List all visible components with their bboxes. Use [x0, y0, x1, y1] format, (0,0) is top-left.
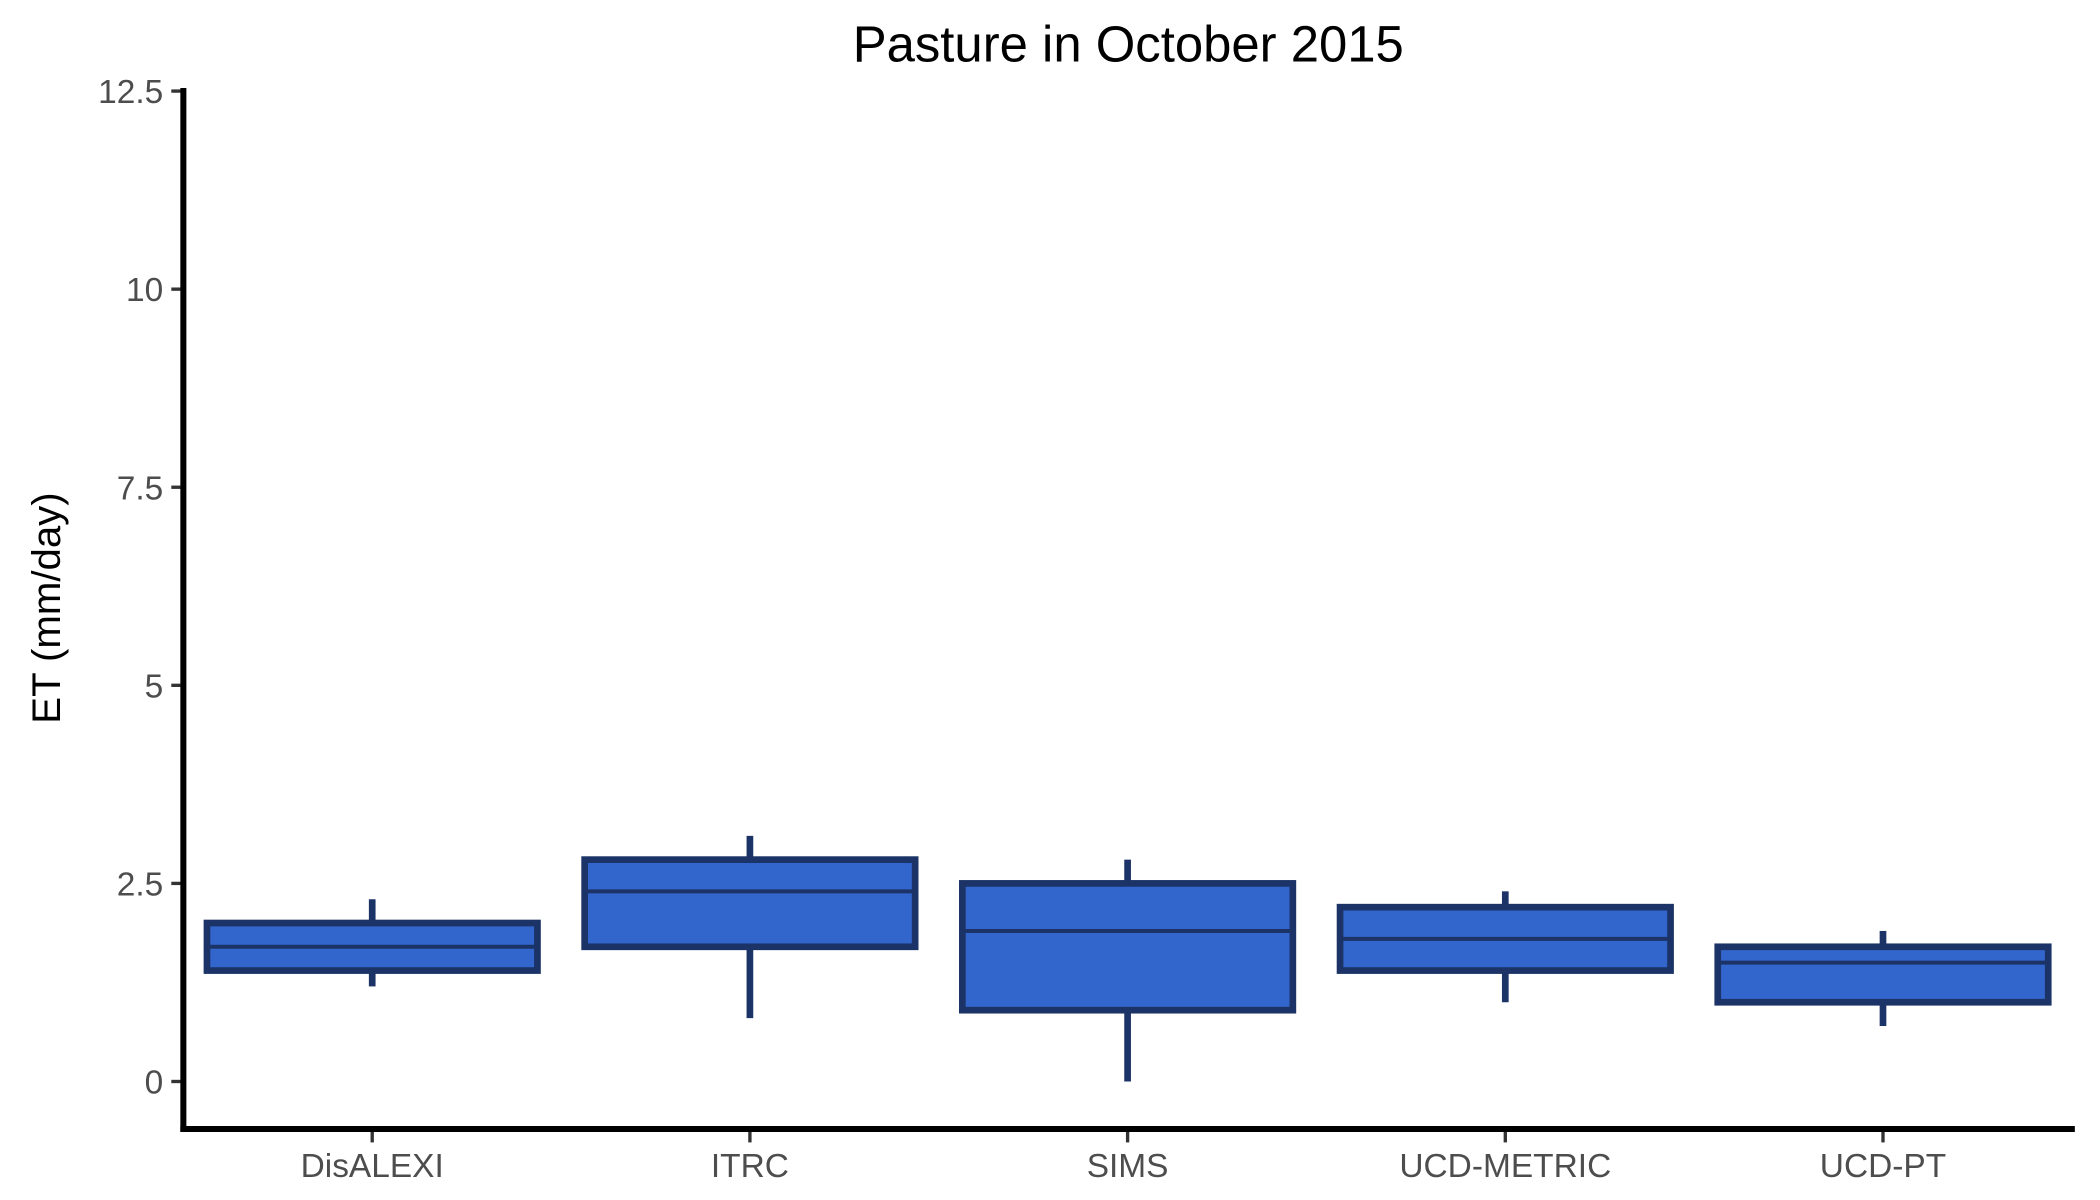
iqr-box — [581, 856, 919, 951]
box-ucd-metric — [1336, 891, 1674, 1003]
iqr-box — [1714, 943, 2052, 1006]
y-tick-label: 12.5 — [98, 74, 163, 111]
x-tick-label: DisALEXI — [301, 1148, 444, 1185]
x-tick-label: UCD-METRIC — [1399, 1148, 1611, 1185]
boxes — [203, 835, 2052, 1082]
x-tick-label: ITRC — [711, 1148, 789, 1185]
box-sims — [959, 859, 1297, 1082]
x-tick-label: UCD-PT — [1820, 1148, 1946, 1185]
y-tick-label: 0 — [145, 1065, 164, 1102]
y-tick-label: 5 — [145, 668, 164, 705]
x-axis-ticks: DisALEXI ITRC SIMS UCD-METRIC UCD-PT — [301, 1129, 1946, 1185]
y-axis-title: ET (mm/day) — [24, 492, 69, 723]
box-disalexi — [203, 899, 541, 987]
y-tick-label: 7.5 — [117, 470, 164, 507]
y-tick-label: 2.5 — [117, 866, 164, 903]
x-tick-label: SIMS — [1087, 1148, 1169, 1185]
y-tick-label: 10 — [126, 272, 163, 309]
box-itrc — [581, 835, 919, 1019]
y-axis-ticks: 0 2.5 5 7.5 10 12.5 — [98, 74, 184, 1102]
chart-title: Pasture in October 2015 — [853, 16, 1404, 73]
iqr-box — [959, 880, 1297, 1014]
box-ucd-pt — [1714, 930, 2052, 1027]
